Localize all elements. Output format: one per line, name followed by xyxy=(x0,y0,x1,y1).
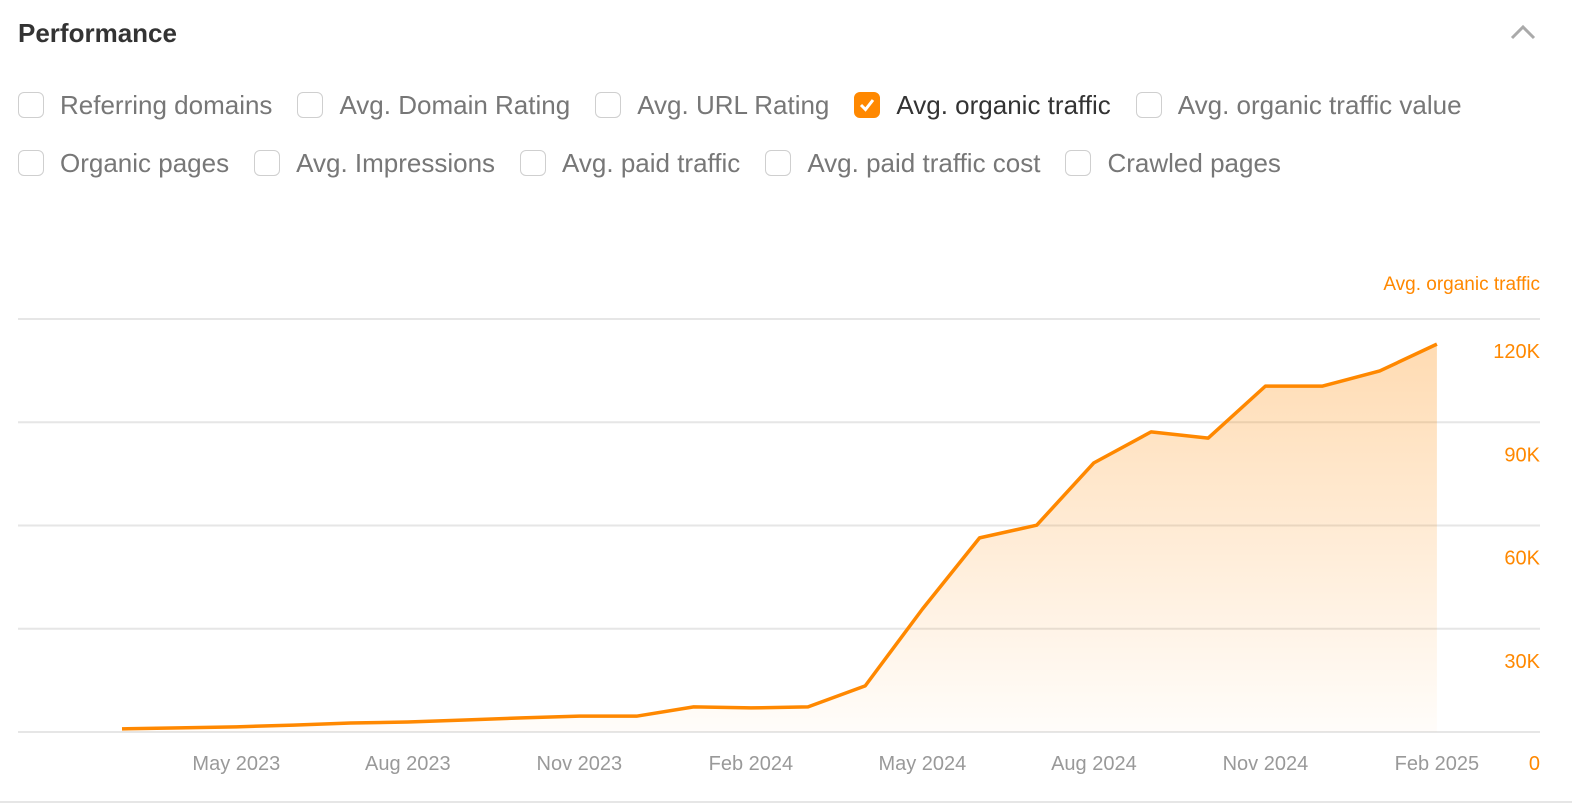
metric-label: Avg. Domain Rating xyxy=(339,89,571,120)
metric-checkbox-avg-domain-rating[interactable]: Avg. Domain Rating xyxy=(297,88,570,122)
metric-label: Avg. paid traffic xyxy=(562,147,741,178)
x-tick-label: Aug 2023 xyxy=(365,753,451,775)
metric-label: Referring domains xyxy=(60,89,273,120)
metric-checkbox-avg-url-rating[interactable]: Avg. URL Rating xyxy=(595,88,829,122)
checkbox[interactable] xyxy=(1135,92,1162,118)
y-tick-label: 120K xyxy=(1493,341,1540,363)
metric-toggles: Referring domains Avg. Domain Rating Avg. … xyxy=(18,88,1538,180)
metric-label: Crawled pages xyxy=(1107,147,1281,178)
chevron-up-icon xyxy=(1510,24,1536,40)
metric-checkbox-crawled-pages[interactable]: Crawled pages xyxy=(1065,146,1281,180)
metric-label: Avg. paid traffic cost xyxy=(807,147,1041,178)
checkbox[interactable] xyxy=(297,92,324,118)
collapse-button[interactable] xyxy=(1508,20,1538,46)
checkbox[interactable] xyxy=(18,150,44,176)
checkbox[interactable] xyxy=(854,92,881,118)
checkbox[interactable] xyxy=(595,92,622,118)
y-tick-label: 90K xyxy=(1504,444,1540,466)
checkbox[interactable] xyxy=(765,150,792,176)
metric-checkbox-avg-organic-traffic-value[interactable]: Avg. organic traffic value xyxy=(1135,88,1462,122)
metric-checkbox-avg-paid-traffic[interactable]: Avg. paid traffic xyxy=(520,146,740,180)
metric-label: Avg. organic traffic xyxy=(896,89,1111,120)
x-tick-label: Nov 2023 xyxy=(537,753,623,775)
metric-checkbox-referring-domains[interactable]: Referring domains xyxy=(18,88,272,122)
checkmark-icon xyxy=(860,99,875,112)
x-tick-label: May 2024 xyxy=(878,753,966,775)
y-tick-label: 60K xyxy=(1504,548,1540,570)
series-area xyxy=(122,344,1437,732)
x-tick-label: Feb 2024 xyxy=(709,753,794,775)
y-tick-label: 0 xyxy=(1529,753,1540,775)
checkbox[interactable] xyxy=(18,92,44,118)
metric-label: Avg. Impressions xyxy=(296,147,496,178)
y-tick-label: 30K xyxy=(1504,651,1540,673)
checkbox[interactable] xyxy=(254,150,281,176)
x-tick-label: Feb 2025 xyxy=(1395,753,1480,775)
x-tick-label: Nov 2024 xyxy=(1223,753,1309,775)
x-tick-label: Aug 2024 xyxy=(1051,753,1137,775)
metric-checkbox-avg-organic-traffic[interactable]: Avg. organic traffic xyxy=(854,88,1111,122)
metric-checkbox-avg-impressions[interactable]: Avg. Impressions xyxy=(254,146,495,180)
metric-label: Avg. URL Rating xyxy=(637,89,830,120)
series-axis-label: Avg. organic traffic xyxy=(1383,274,1540,295)
checkbox[interactable] xyxy=(1065,150,1092,176)
series-line xyxy=(121,342,1438,731)
divider xyxy=(0,801,1572,803)
metric-checkbox-avg-paid-traffic-cost[interactable]: Avg. paid traffic cost xyxy=(765,146,1040,180)
metric-checkbox-organic-pages[interactable]: Organic pages xyxy=(18,146,229,180)
x-tick-label: May 2023 xyxy=(192,753,280,775)
metric-label: Avg. organic traffic value xyxy=(1177,89,1462,120)
metric-label: Organic pages xyxy=(60,147,230,178)
checkbox[interactable] xyxy=(520,150,547,176)
panel-title: Performance xyxy=(18,18,177,48)
